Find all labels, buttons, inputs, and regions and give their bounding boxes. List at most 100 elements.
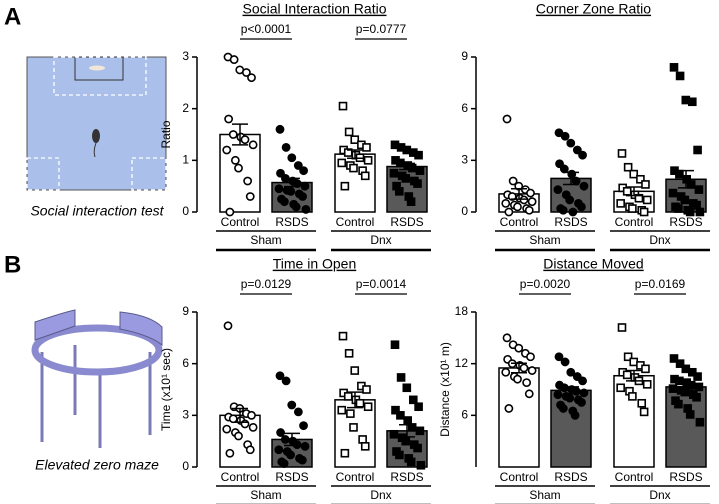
group-label: Sham <box>529 488 560 502</box>
data-point <box>350 135 360 144</box>
x-tick-label: RSDS <box>669 215 702 229</box>
y-axis-label: Time (x10¹ sec) <box>159 348 173 431</box>
data-point <box>570 410 580 420</box>
x-tick-label: Control <box>336 470 375 484</box>
data-point <box>554 352 564 362</box>
data-point <box>578 150 587 160</box>
data-point <box>560 131 570 141</box>
data-point <box>406 457 416 467</box>
data-point <box>274 184 284 194</box>
p-value: p=0.0014 <box>356 277 407 291</box>
data-point <box>617 149 627 158</box>
data-point <box>396 373 406 382</box>
data-point <box>674 204 683 213</box>
y-tick-label: 9 <box>182 304 189 318</box>
data-point <box>340 181 350 191</box>
data-point <box>360 171 370 181</box>
data-point <box>343 392 353 401</box>
data-point <box>337 158 347 168</box>
y-tick-label: 3 <box>182 408 189 422</box>
data-point <box>406 197 416 206</box>
data-point <box>248 140 258 150</box>
data-point <box>567 169 577 179</box>
data-point <box>566 138 576 148</box>
caption: Social interaction test <box>30 203 164 219</box>
y-axis-label: Distance (x10¹ m) <box>438 342 452 437</box>
panel-label: B <box>4 251 21 278</box>
x-tick-label: RSDS <box>554 215 587 229</box>
data-point <box>565 393 575 403</box>
data-point <box>349 163 358 173</box>
x-tick-label: Control <box>221 470 260 484</box>
data-point <box>694 382 704 392</box>
data-point <box>281 143 291 152</box>
data-point <box>276 428 285 437</box>
data-point <box>413 443 422 453</box>
data-point <box>355 398 365 408</box>
data-point <box>291 202 301 212</box>
data-point <box>222 424 232 434</box>
y-tick-label: 1 <box>182 153 189 167</box>
x-tick-label: Control <box>615 215 654 229</box>
data-point <box>501 198 511 208</box>
data-point <box>390 340 400 350</box>
p-value: p=0.0169 <box>635 277 686 291</box>
data-point <box>642 195 652 205</box>
data-point <box>622 187 632 196</box>
data-point <box>616 383 625 393</box>
error-bar <box>678 169 694 189</box>
data-point <box>362 385 371 394</box>
caption: Elevated zero maze <box>35 457 159 473</box>
data-point <box>287 153 297 163</box>
data-point <box>415 426 425 436</box>
data-point <box>225 448 235 458</box>
data-point <box>508 176 518 186</box>
data-point <box>579 388 589 398</box>
data-point <box>350 366 360 375</box>
data-point <box>501 367 511 377</box>
data-point <box>247 73 256 83</box>
data-point <box>693 145 702 155</box>
data-point <box>675 71 685 81</box>
data-point <box>524 389 534 399</box>
data-point <box>401 436 411 446</box>
data-point <box>241 68 251 77</box>
data-point <box>617 323 627 332</box>
data-point <box>513 374 522 384</box>
data-point <box>346 409 355 418</box>
data-point <box>558 404 568 413</box>
data-point <box>687 367 697 377</box>
error-bar <box>511 362 527 374</box>
data-point <box>519 363 529 373</box>
x-tick-label: RSDS <box>275 215 308 229</box>
error-bar <box>232 123 248 146</box>
data-point <box>628 392 637 401</box>
data-point <box>623 162 633 172</box>
data-point <box>680 387 690 397</box>
data-point <box>299 166 308 176</box>
data-point <box>572 145 582 155</box>
data-point <box>687 97 697 107</box>
y-axis-label: Ratio <box>159 120 173 148</box>
data-point <box>502 333 512 343</box>
group-label: Sham <box>250 488 281 502</box>
data-point <box>275 371 285 381</box>
data-point <box>578 376 587 386</box>
data-point <box>408 395 418 405</box>
data-point <box>223 321 233 331</box>
error-bar <box>232 407 248 423</box>
y-tick-label: 9 <box>461 49 468 63</box>
data-point <box>298 192 307 201</box>
p-value: p=0.0020 <box>520 277 571 291</box>
data-point <box>553 390 563 400</box>
data-point <box>686 180 696 189</box>
data-point <box>629 169 639 179</box>
data-point <box>527 197 537 207</box>
data-point <box>513 202 522 212</box>
data-point <box>396 411 405 420</box>
chart-title: Corner Zone Ratio <box>536 1 651 17</box>
x-tick-label: Control <box>500 470 539 484</box>
x-tick-label: RSDS <box>275 470 308 484</box>
data-point <box>694 185 704 194</box>
